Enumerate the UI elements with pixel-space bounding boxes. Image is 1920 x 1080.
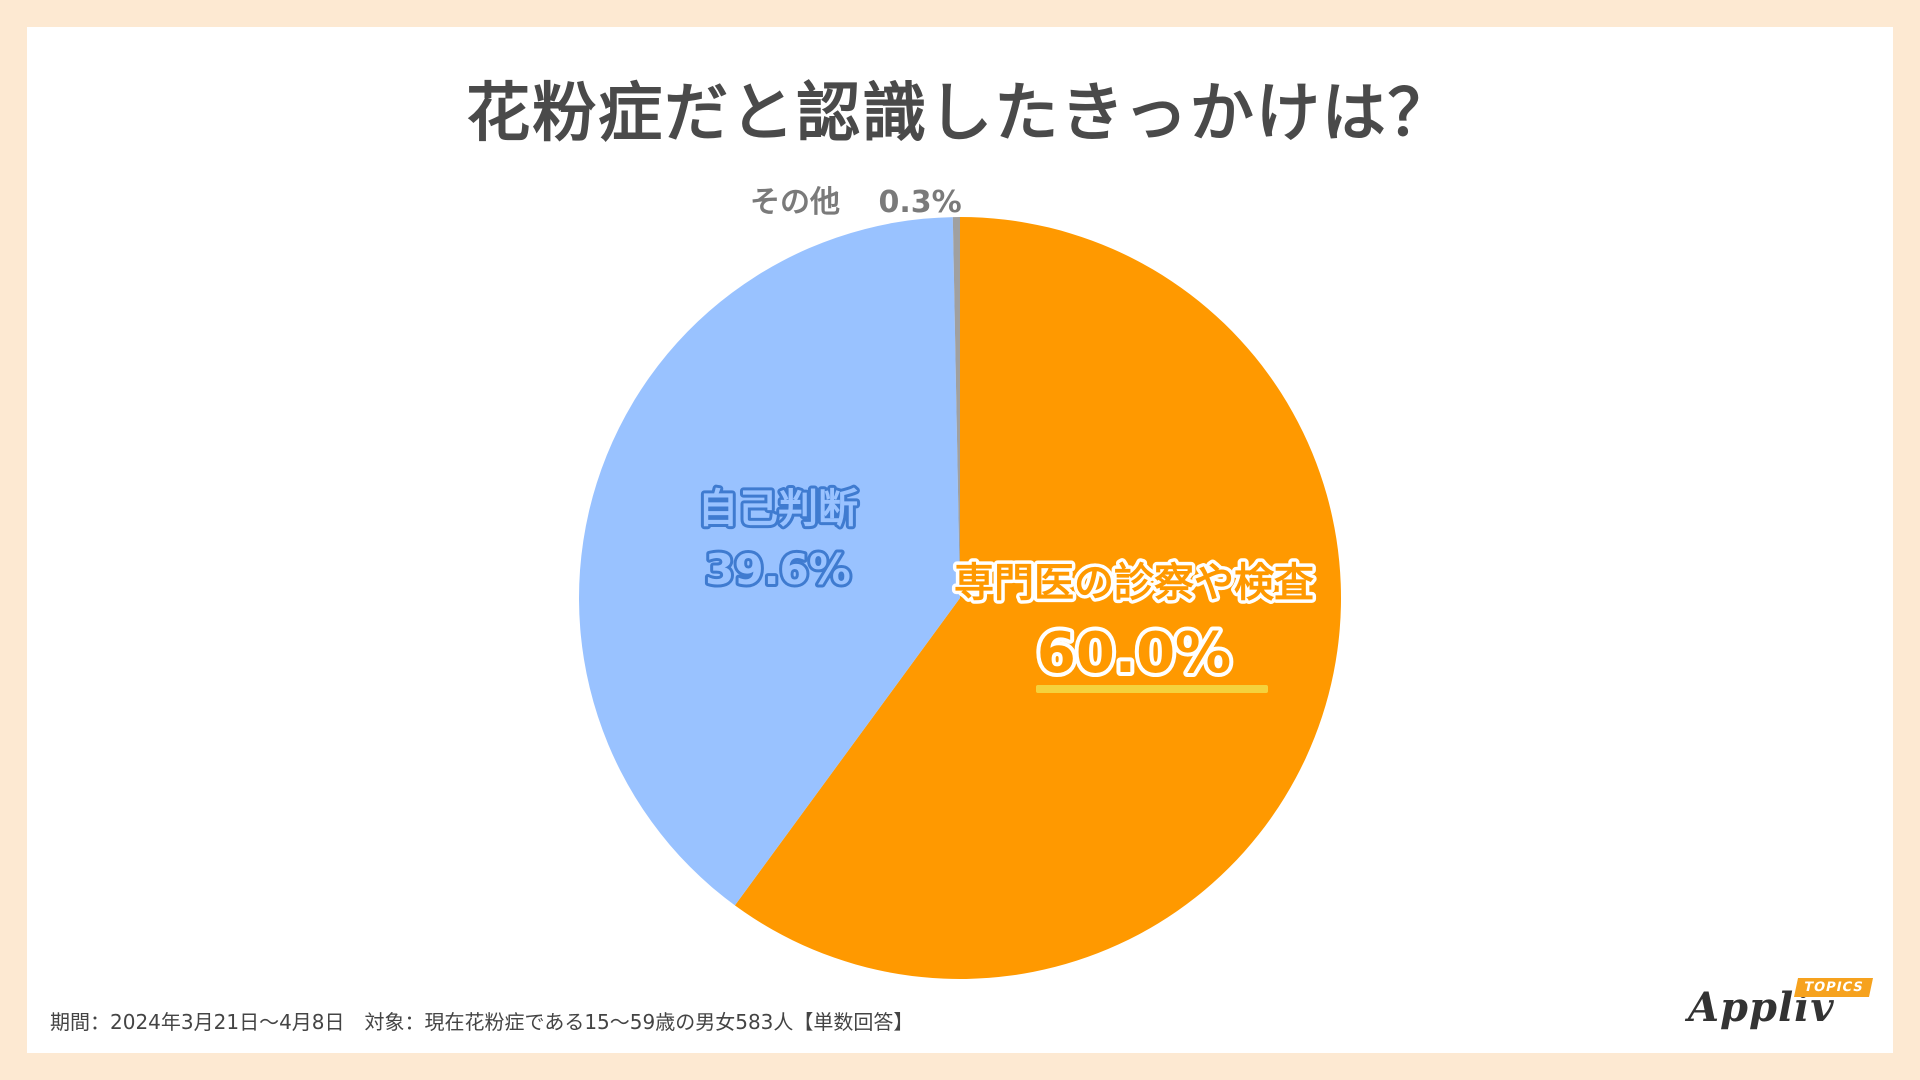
slice-self xyxy=(579,217,960,906)
appliv-logo: Appliv TOPICS xyxy=(1686,978,1874,1034)
label-self: 自己判断 39.6% xyxy=(695,483,861,597)
label-self-value: 39.6% xyxy=(705,545,851,594)
label-specialist-name: 専門医の診察や検査 xyxy=(954,560,1314,606)
chart-title: 花粉症だと認識したきっかけは？ xyxy=(466,77,1454,151)
slice-specialist xyxy=(734,217,1341,979)
label-other: その他 0.3% xyxy=(750,185,962,220)
highlight-underline xyxy=(1036,685,1268,693)
survey-footnote: 期間：2024年3月21日～4月8日 対象：現在花粉症である15～59歳の男女5… xyxy=(50,1010,914,1034)
label-other-name: その他 xyxy=(750,185,840,220)
label-specialist: 専門医の診察や検査 60.0% xyxy=(951,557,1318,693)
svg-text:その他 0.3%: その他 0.3% xyxy=(750,185,962,220)
label-self-name: 自己判断 xyxy=(698,486,858,532)
label-specialist-value: 60.0% xyxy=(1037,621,1231,686)
slice-other xyxy=(952,217,960,598)
logo-badge: TOPICS xyxy=(1793,978,1874,997)
label-other-value: 0.3% xyxy=(878,185,961,220)
